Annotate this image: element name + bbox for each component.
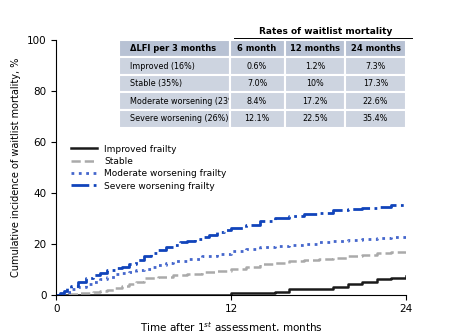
Legend: Improved frailty, Stable, Moderate worsening frailty, Severe worsening frailty: Improved frailty, Stable, Moderate worse… (68, 141, 230, 194)
Text: Rates of waitlist mortality: Rates of waitlist mortality (259, 27, 392, 36)
X-axis label: Time after 1$^{st}$ assessment, months: Time after 1$^{st}$ assessment, months (140, 320, 322, 331)
Y-axis label: Cumulative incidence of waitlist mortality, %: Cumulative incidence of waitlist mortali… (11, 58, 22, 277)
